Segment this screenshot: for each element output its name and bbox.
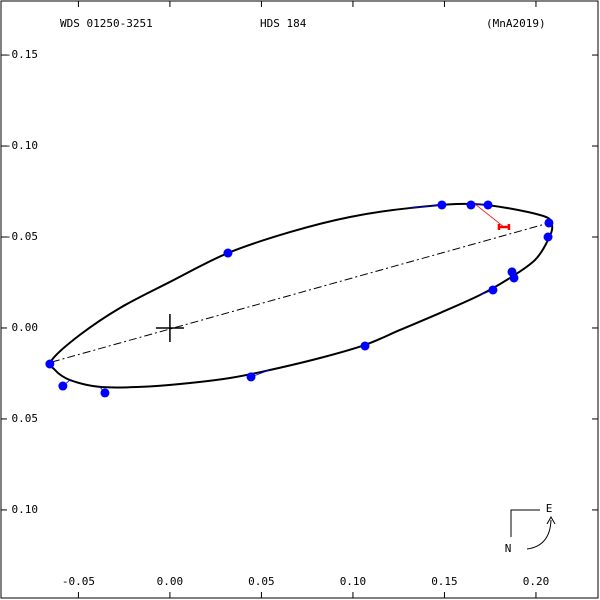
observation-point [466,200,476,210]
y-tick-label: -0.10 [5,139,38,152]
y-tick-label: -0.15 [5,48,38,61]
y-tick-label: -0.05 [5,230,38,243]
observation-point [223,248,233,258]
compass-axes [510,509,540,537]
x-tick-label: 0.10 [340,575,367,588]
residual-line [409,204,442,209]
observation-point [58,381,68,391]
y-tick-label: 0.05 [12,412,39,425]
residual-line [474,203,505,228]
compass-arrow [526,519,552,550]
observation-point [100,388,110,398]
observation-point [488,285,498,295]
observation-point [543,232,553,242]
x-tick-label: 0.15 [431,575,458,588]
compass: E N [505,502,556,555]
orbit [49,202,554,389]
compass-arrowhead [546,515,556,525]
x-tick-label: 0.05 [248,575,275,588]
x-tick-label: -0.05 [62,575,95,588]
observation-point [483,200,493,210]
y-tick-label: 0.10 [12,503,39,516]
primary-star [155,313,184,342]
observation-point [544,218,554,228]
wds-id: WDS 01250-3251 [60,17,153,30]
x-tick-label: 0.20 [523,575,550,588]
y-tick-label: 0.00 [12,321,39,334]
observation-point [437,200,447,210]
reference: (MnA2019) [486,17,546,30]
x-tick-label: 0.00 [157,575,184,588]
compass-north: N [505,542,512,555]
observation-point [360,341,370,351]
observation-marker [497,223,511,230]
compass-east: E [546,502,553,515]
line-of-apsides [51,222,550,363]
observation-point [45,359,55,369]
observation-point [509,273,519,283]
chart-title: HDS 184 [260,17,307,30]
observation-point [246,372,256,382]
